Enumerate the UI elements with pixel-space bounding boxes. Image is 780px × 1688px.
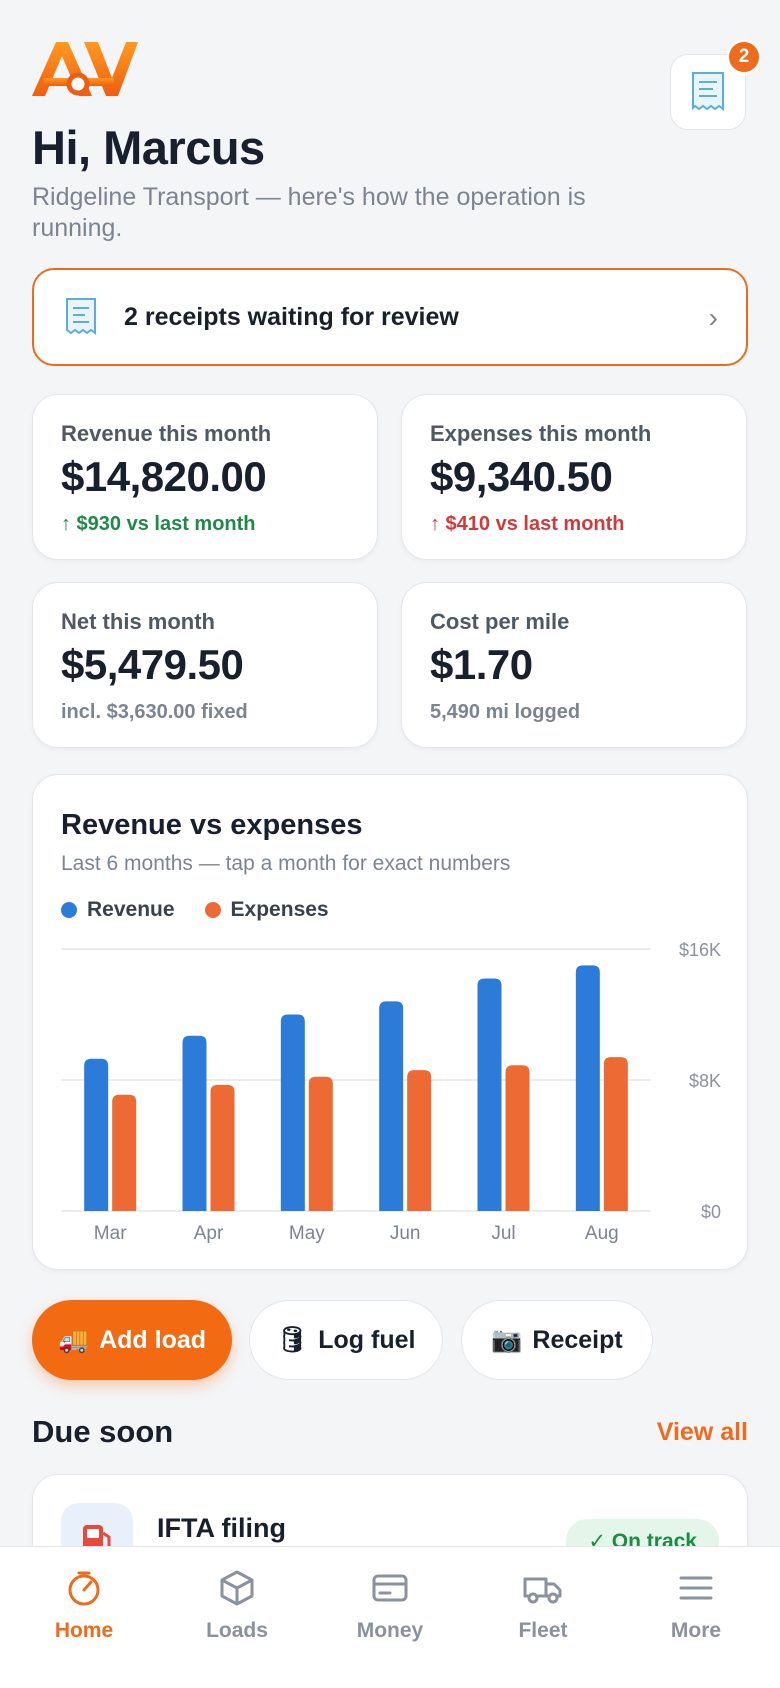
stat-value: $5,479.50 <box>61 641 244 688</box>
bar-expenses-may[interactable] <box>308 1076 333 1211</box>
stat-card-revenue[interactable]: Revenue this month $14,820.00 ↑ $930 vs … <box>32 394 378 560</box>
stat-label: Expenses this month <box>430 421 652 446</box>
legend-item-expenses: Expenses <box>204 898 329 922</box>
av-logo-icon <box>32 42 138 96</box>
stat-label: Cost per mile <box>430 609 570 634</box>
nav-label-more: More <box>670 1619 722 1642</box>
chart-legend: Revenue Expenses <box>61 898 719 922</box>
bar-revenue-may[interactable] <box>280 1014 305 1212</box>
stat-label: Revenue this month <box>61 421 272 446</box>
x-tick-label: Mar <box>94 1223 127 1244</box>
bar-expenses-mar[interactable] <box>112 1094 137 1211</box>
stat-note: ↑ $410 vs last month <box>430 513 625 535</box>
y-tick-label: $16K <box>679 940 721 960</box>
stat-value: $9,340.50 <box>430 453 613 500</box>
legend-dot-expenses <box>204 902 221 918</box>
nav-label-money: Money <box>356 1619 424 1642</box>
receipt-icon <box>692 72 724 111</box>
add-load-button[interactable]: 🚚 Add load <box>32 1300 232 1380</box>
stat-note: 5,490 mi logged <box>430 701 581 723</box>
x-tick-label: Jul <box>491 1223 515 1244</box>
stat-value: $1.70 <box>430 641 533 688</box>
greeting-subtitle: Ridgeline Transport — here's how the ope… <box>32 183 586 242</box>
chevron-right-icon: › <box>708 302 718 333</box>
stat-value: $14,820.00 <box>61 453 267 500</box>
bar-expenses-aug[interactable] <box>603 1057 628 1211</box>
nav-item-more[interactable]: More <box>636 1569 756 1643</box>
truck-icon <box>523 1577 562 1604</box>
y-tick-label: $8K <box>689 1071 721 1091</box>
bar-revenue-jul[interactable] <box>477 978 502 1211</box>
bar-revenue-apr[interactable] <box>182 1035 207 1211</box>
notification-badge: 2 <box>727 40 761 74</box>
bar-chart[interactable]: $16K $8K $0 Mar Apr May Jun Jul Aug <box>33 775 749 1271</box>
y-tick-label: $0 <box>701 1202 721 1222</box>
stat-card-net[interactable]: Net this month $5,479.50 incl. $3,630.00… <box>32 582 378 748</box>
receipt-button[interactable]: 📷 Receipt <box>461 1300 653 1380</box>
bar-revenue-mar[interactable] <box>84 1058 109 1211</box>
stat-card-expenses[interactable]: Expenses this month $9,340.50 ↑ $410 vs … <box>401 394 747 560</box>
x-tick-label: May <box>289 1223 325 1244</box>
legend-item-revenue: Revenue <box>61 898 175 922</box>
bar-revenue-aug[interactable] <box>575 965 600 1211</box>
legend-label-revenue: Revenue <box>87 898 175 921</box>
truck-icon: 🚚 <box>57 1325 90 1354</box>
camera-icon: 📷 <box>491 1325 523 1354</box>
stat-card-cost-per-mile[interactable]: Cost per mile $1.70 5,490 mi logged <box>401 582 747 748</box>
stat-note: ↑ $930 vs last month <box>61 513 256 535</box>
card-icon <box>372 1574 408 1602</box>
nav-item-fleet[interactable]: Fleet <box>483 1569 603 1643</box>
bar-revenue-jun[interactable] <box>379 1001 404 1211</box>
view-all-link[interactable]: View all <box>656 1418 748 1446</box>
greeting-title: Hi, Marcus <box>32 121 265 174</box>
revenue-expenses-chart-card: Revenue vs expenses Last 6 months — tap … <box>32 774 748 1270</box>
nav-item-money[interactable]: Money <box>330 1569 450 1643</box>
x-tick-label: Aug <box>585 1223 619 1244</box>
add-load-label: Add load <box>99 1325 207 1354</box>
bar-expenses-jun[interactable] <box>407 1070 432 1211</box>
nav-label-fleet: Fleet <box>518 1619 568 1642</box>
nav-item-loads[interactable]: Loads <box>177 1569 297 1643</box>
legend-label-expenses: Expenses <box>230 898 329 921</box>
x-tick-label: Apr <box>194 1223 224 1244</box>
due-soon-title: Due soon <box>32 1414 174 1449</box>
receipt-label: Receipt <box>532 1325 623 1354</box>
speedometer-icon <box>68 1571 100 1606</box>
nav-item-home[interactable]: Home <box>24 1569 144 1643</box>
log-fuel-button[interactable]: 🛢 Log fuel <box>249 1300 443 1380</box>
fuel-drum-icon: 🛢 <box>276 1325 309 1354</box>
bottom-nav: Home Loads Money Fleet <box>0 1546 780 1688</box>
receipt-icon <box>66 298 96 335</box>
x-tick-label: Jun <box>390 1223 421 1244</box>
log-fuel-label: Log fuel <box>318 1325 416 1354</box>
banner-text: 2 receipts waiting for review <box>124 302 459 331</box>
chart-title: Revenue vs expenses <box>61 809 363 841</box>
box-icon <box>220 1570 254 1606</box>
legend-dot-revenue <box>61 902 77 918</box>
chart-subtitle: Last 6 months — tap a month for exact nu… <box>61 852 511 875</box>
receipts-review-banner[interactable]: 2 receipts waiting for review › <box>32 268 748 366</box>
menu-icon <box>679 1576 713 1600</box>
stat-label: Net this month <box>61 609 215 634</box>
stat-note: incl. $3,630.00 fixed <box>61 701 248 723</box>
nav-label-loads: Loads <box>206 1619 268 1642</box>
bar-expenses-apr[interactable] <box>210 1084 235 1211</box>
nav-label-home: Home <box>54 1619 114 1642</box>
bar-expenses-jul[interactable] <box>505 1065 530 1211</box>
due-item-title: IFTA filing <box>157 1513 286 1543</box>
